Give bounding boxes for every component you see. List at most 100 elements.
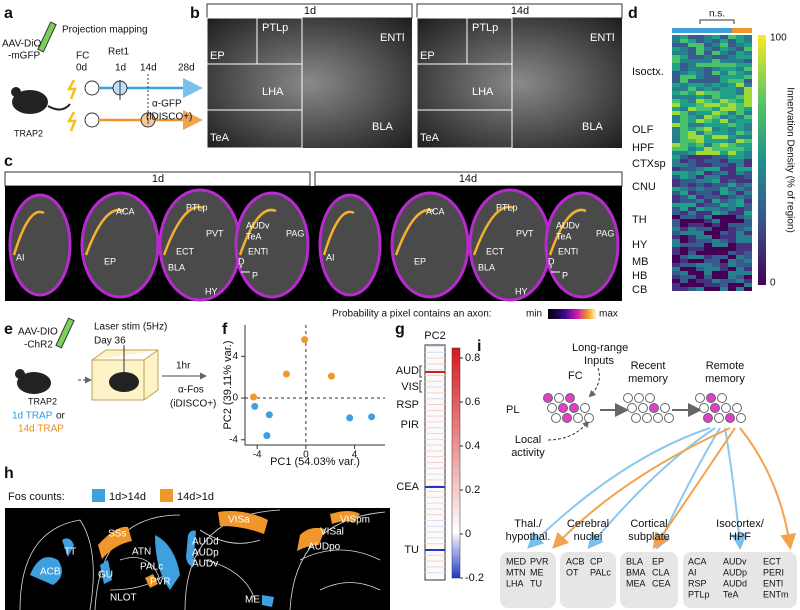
heatmap-cell <box>672 91 680 95</box>
heatmap-row <box>425 456 445 458</box>
heatmap-cell <box>728 275 736 279</box>
label: AUDv <box>246 220 270 230</box>
heatmap-cell <box>704 203 712 207</box>
heatmap-cell <box>672 103 680 107</box>
label: ENTm <box>763 589 789 599</box>
heatmap-cell <box>744 99 752 103</box>
heatmap-cell <box>704 243 712 247</box>
heatmap-cell <box>680 279 688 283</box>
heatmap-cell <box>688 183 696 187</box>
point <box>327 372 335 380</box>
neuron <box>645 393 655 403</box>
heatmap-cell <box>736 255 744 259</box>
heatmap-cell <box>744 239 752 243</box>
label: LHA <box>506 578 524 588</box>
neuron <box>543 393 553 403</box>
heatmap-cell <box>712 99 720 103</box>
heatmap-cell <box>680 83 688 87</box>
heatmap-cell <box>696 191 704 195</box>
heatmap-cell <box>712 171 720 175</box>
heatmap-cell <box>672 271 680 275</box>
label: PIR <box>401 419 419 431</box>
heatmap-cell <box>696 183 704 187</box>
heatmap-row <box>425 525 445 527</box>
heatmap-cell <box>672 275 680 279</box>
heatmap-cell <box>688 279 696 283</box>
heatmap-cell <box>704 95 712 99</box>
heatmap-cell <box>704 247 712 251</box>
heatmap-cell <box>744 259 752 263</box>
heatmap-cell <box>688 123 696 127</box>
heatmap-cell <box>712 67 720 71</box>
heatmap-cell <box>672 163 680 167</box>
heatmap-cell <box>736 199 744 203</box>
heatmap-cell <box>680 263 688 267</box>
label: b <box>190 5 200 22</box>
heatmap-cell <box>736 131 744 135</box>
heatmap-cell <box>672 35 680 39</box>
heatmap-cell <box>728 259 736 263</box>
heatmap-cell <box>728 223 736 227</box>
heatmap-cell <box>712 267 720 271</box>
heatmap-cell <box>696 275 704 279</box>
region-14d <box>145 574 158 588</box>
heatmap-cell <box>680 235 688 239</box>
heatmap-cell <box>704 195 712 199</box>
label: BLA <box>478 262 495 272</box>
heatmap-cell <box>696 67 704 71</box>
neuron <box>573 413 583 423</box>
heatmap-cell <box>704 223 712 227</box>
label: memory <box>705 373 745 385</box>
heatmap-row <box>425 473 445 475</box>
heatmap-cell <box>688 211 696 215</box>
heatmap-cell <box>744 203 752 207</box>
region-box <box>500 552 556 608</box>
label: 0.4 <box>465 440 480 452</box>
label: -4 <box>229 434 238 445</box>
heatmap-row <box>425 404 445 405</box>
colorbar <box>548 309 596 319</box>
heatmap-cell <box>688 235 696 239</box>
heatmap-cell <box>712 251 720 255</box>
heatmap-cell <box>712 215 720 219</box>
heatmap-cell <box>696 127 704 131</box>
heatmap-cell <box>696 235 704 239</box>
heatmap-cell <box>672 199 680 203</box>
label: 1d>14d <box>109 491 146 503</box>
label: EP <box>104 256 116 266</box>
heatmap-cell <box>720 243 728 247</box>
label: D <box>548 256 555 266</box>
heatmap-cell <box>696 163 704 167</box>
label: ECT <box>486 246 505 256</box>
heatmap-row <box>425 450 445 452</box>
heatmap-cell <box>712 231 720 235</box>
heatmap-cell <box>672 47 680 51</box>
label: PTLp <box>688 589 710 599</box>
heatmap-cell <box>672 183 680 187</box>
heatmap-cell <box>728 167 736 171</box>
label: LHA <box>262 86 284 98</box>
heatmap-cell <box>696 239 704 243</box>
heatmap-row <box>425 560 445 562</box>
heatmap-cell <box>696 271 704 275</box>
heatmap-cell <box>728 247 736 251</box>
label: 14d <box>511 5 529 17</box>
heatmap-cell <box>712 255 720 259</box>
label: ME <box>530 567 544 577</box>
heatmap-cell <box>704 255 712 259</box>
label: 0.2 <box>465 484 480 496</box>
heatmap-cell <box>712 187 720 191</box>
heatmap-cell <box>712 243 720 247</box>
heatmap-cell <box>720 131 728 135</box>
label: CEA <box>652 578 671 588</box>
axon-signal <box>548 208 587 256</box>
label: ATN <box>132 547 151 558</box>
heatmap-cell <box>704 79 712 83</box>
heatmap-cell <box>672 267 680 271</box>
heatmap-cell <box>672 127 680 131</box>
heatmap-cell <box>696 51 704 55</box>
heatmap-cell <box>744 227 752 231</box>
heatmap-cell <box>712 155 720 159</box>
label: ENTl <box>380 32 404 44</box>
heatmap-cell <box>736 159 744 163</box>
